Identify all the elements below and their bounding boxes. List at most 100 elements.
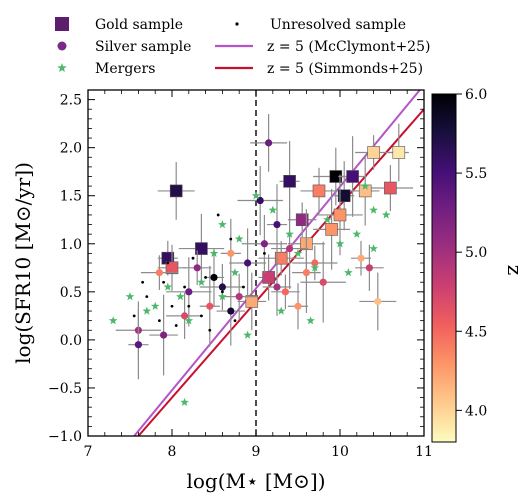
star-point-13 [352, 229, 362, 238]
dot-point-20 [233, 319, 237, 323]
star-point-20 [306, 316, 315, 325]
dot-point-18 [200, 314, 203, 318]
y-tick-label: −0.5 [48, 381, 82, 397]
y-tick-label: 1.5 [60, 189, 82, 205]
circle-point-9 [155, 269, 163, 277]
circle-point-15 [294, 302, 302, 310]
x-axis-ticks: 7 8 9 10 11 [84, 90, 433, 460]
star-point-24 [209, 248, 219, 257]
star-point-3 [150, 301, 160, 310]
star-point-14 [369, 205, 378, 214]
y-axis-ticks: −1.0 −0.5 0.0 0.5 1.0 1.5 2.0 2.5 [48, 89, 424, 445]
circle-point-18 [319, 278, 327, 286]
star-point-17 [218, 292, 227, 301]
circle-point-16 [273, 283, 281, 291]
star-point-15 [360, 181, 370, 190]
square-point-3 [169, 184, 183, 198]
square-point-20 [333, 208, 347, 222]
square-point-6 [295, 213, 309, 227]
square-point-10 [346, 170, 359, 183]
legend-unresolved-marker [235, 22, 239, 26]
star-point-1 [180, 397, 189, 406]
star-point-18 [163, 282, 173, 291]
star-point-19 [276, 306, 286, 315]
legend-mergers-marker [57, 63, 67, 72]
colorbar-tick-label: 6.0 [465, 87, 487, 103]
star-point-26 [142, 306, 152, 315]
x-axis-label: log(M⋆ [M⊙]) [186, 469, 325, 493]
circle-point-14 [311, 259, 319, 267]
square-point-11 [367, 146, 380, 159]
circle-point-28 [302, 269, 310, 277]
star-point-21 [243, 330, 252, 339]
colorbar-ticks: 4.0 4.5 5.0 5.5 6.0 [456, 87, 487, 419]
dot-point-8 [216, 213, 220, 217]
circle-point-17 [244, 259, 252, 267]
square-point-16 [274, 251, 288, 265]
circle-point-25 [235, 293, 243, 301]
y-axis-label: log(SFR10 [M⊙/yr]) [11, 162, 35, 364]
y-tick-label: 0.5 [60, 285, 82, 301]
colorbar-tick-label: 4.0 [465, 403, 487, 419]
square-point-15 [325, 223, 338, 236]
star-point-25 [251, 191, 261, 200]
circle-point-8 [160, 331, 168, 339]
dot-point-9 [229, 237, 233, 241]
circle-point-5 [181, 312, 189, 320]
star-point-2 [184, 316, 194, 325]
dot-point-2 [162, 280, 166, 284]
circle-point-11 [210, 273, 218, 282]
dot-point-3 [187, 304, 191, 308]
circle-point-27 [227, 249, 235, 257]
legend: Gold sample Silver sample Mergers Unresolve… [55, 17, 430, 77]
legend-label: Silver sample [95, 39, 191, 55]
circle-point-13 [286, 244, 294, 253]
colorbar-label: z [503, 265, 520, 276]
dot-point-7 [204, 276, 208, 279]
star-point-10 [293, 248, 303, 257]
legend-label: Unresolved sample [270, 17, 406, 33]
x-tick-label: 8 [168, 444, 177, 460]
y-tick-label: 2.5 [60, 93, 82, 109]
legend-gold-marker [55, 17, 69, 31]
star-point-22 [344, 268, 353, 277]
dot-point-13 [221, 290, 224, 294]
star-point-29 [381, 210, 391, 219]
star-point-6 [218, 220, 227, 229]
circle-point-22 [185, 288, 193, 296]
y-tick-label: 1.0 [60, 237, 82, 253]
square-point-4 [195, 242, 208, 255]
circle-point-19 [357, 254, 365, 262]
dot-point-19 [141, 280, 145, 284]
star-point-11 [310, 263, 320, 272]
star-point-12 [335, 239, 345, 248]
dot-point-1 [166, 261, 170, 265]
square-point-18 [245, 295, 259, 308]
y-tick-label: 2.0 [60, 141, 82, 157]
square-point-9 [337, 189, 351, 203]
star-point-28 [323, 215, 332, 224]
x-tick-label: 7 [84, 444, 93, 460]
legend-label: z = 5 (Simmonds+25) [267, 61, 423, 77]
circle-point-20 [365, 264, 373, 272]
dot-point-5 [132, 314, 136, 318]
data-marks [108, 114, 414, 406]
square-point-2 [165, 261, 179, 275]
circle-point-3 [273, 220, 281, 229]
circle-point-21 [374, 297, 382, 306]
star-point-8 [268, 205, 278, 214]
x-tick-label: 11 [415, 444, 433, 460]
dot-point-17 [170, 304, 174, 308]
square-point-13 [392, 146, 406, 159]
dot-point-11 [208, 328, 212, 332]
star-point-30 [230, 268, 240, 277]
legend-label: Gold sample [95, 17, 183, 33]
star-point-5 [108, 316, 118, 325]
dot-point-4 [145, 295, 149, 299]
legend-label: Mergers [95, 61, 155, 77]
star-point-23 [369, 244, 378, 253]
star-point-27 [176, 292, 185, 301]
circle-point-24 [281, 288, 289, 296]
circle-point-26 [260, 240, 268, 248]
dot-point-12 [158, 319, 161, 323]
